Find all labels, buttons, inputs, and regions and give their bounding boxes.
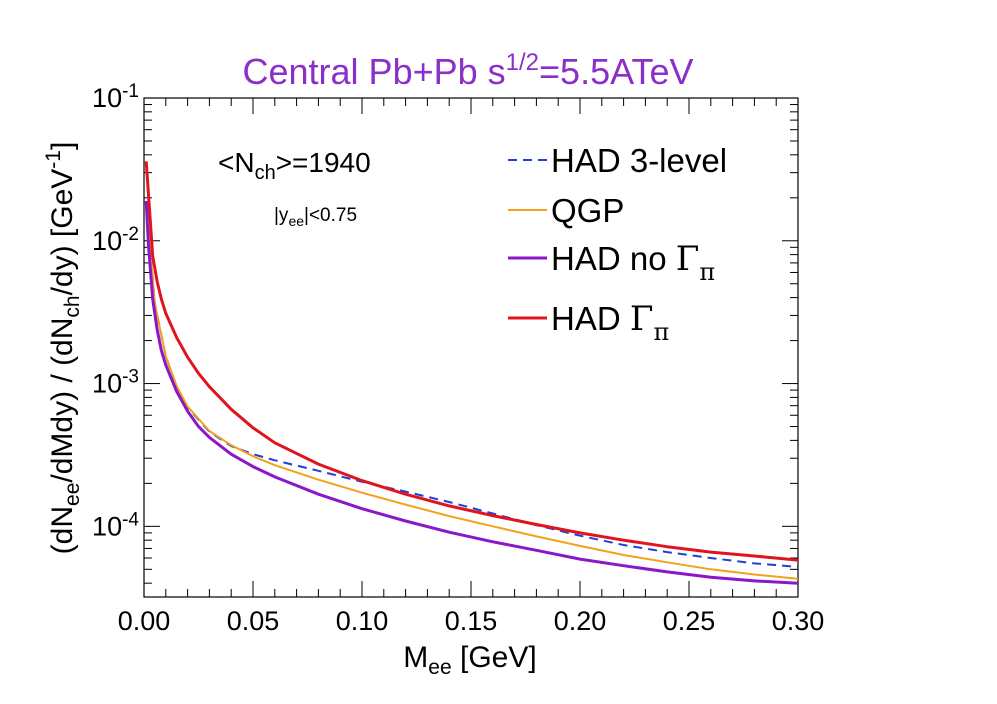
x-tick-label: 0.30 — [772, 606, 825, 636]
series-line — [144, 161, 798, 562]
x-tick-label: 0.15 — [445, 606, 498, 636]
legend-label: QGP — [551, 192, 624, 229]
annotation-rapidity: |yee|<0.75 — [274, 205, 357, 229]
x-tick-label: 0.10 — [336, 606, 389, 636]
x-tick-label: 0.20 — [554, 606, 607, 636]
legend-label: HAD Γπ — [551, 299, 669, 346]
y-tick-label: 10-2 — [92, 223, 139, 255]
x-axis-label: Mee [GeV] — [403, 641, 536, 679]
y-tick-label: 10-3 — [92, 366, 139, 398]
x-tick-label: 0.25 — [663, 606, 716, 636]
legend-label: HAD 3-level — [551, 142, 727, 179]
series-line — [144, 200, 798, 585]
x-tick-label: 0.05 — [227, 606, 280, 636]
y-axis-label: (dNee/dMdy) / (dNch/dy) [GeV-1] — [42, 142, 84, 555]
chart-title: Central Pb+Pb s1/2=5.5ATeV — [243, 49, 694, 92]
annotation-nch: <Nch>=1940 — [218, 147, 371, 184]
y-tick-label: 10-4 — [92, 509, 139, 541]
x-tick-label: 0.00 — [118, 606, 171, 636]
y-tick-label: 10-1 — [92, 81, 139, 113]
legend-label: HAD no Γπ — [551, 239, 715, 286]
series-line — [147, 226, 798, 580]
